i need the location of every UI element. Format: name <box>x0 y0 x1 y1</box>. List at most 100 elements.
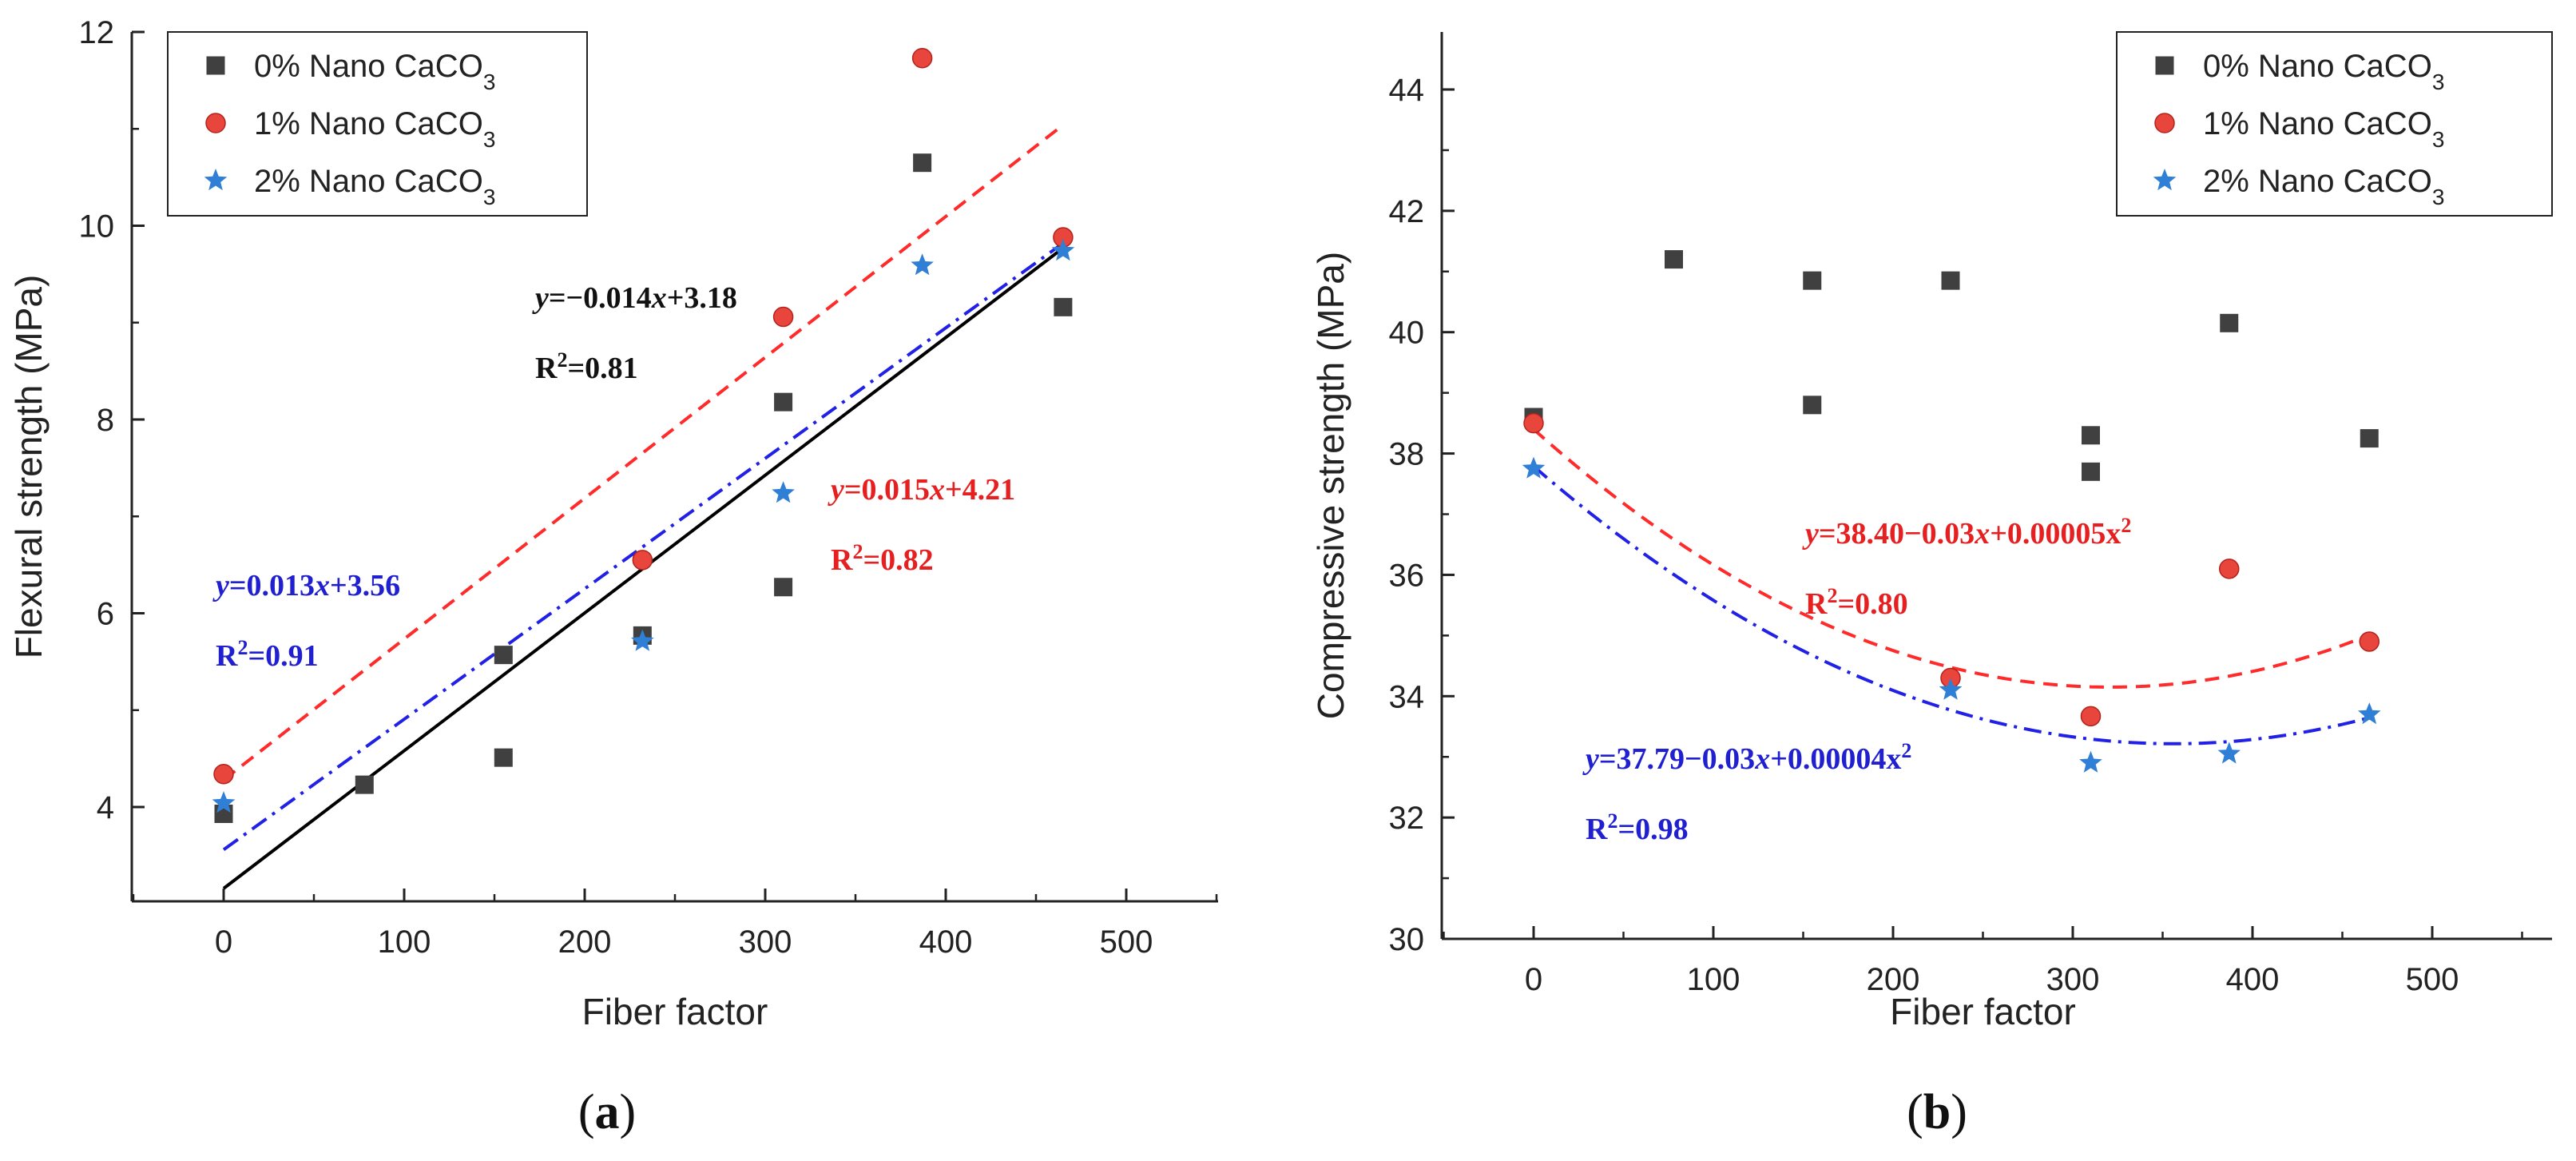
chart-panel-a: 0 100 200 300 400 500 4 6 8 10 12 Fiber factor Flexu… <box>8 15 1218 1139</box>
y-tick-label: 36 <box>1389 558 1425 593</box>
fit-line-0 <box>1532 427 2371 689</box>
legend-label: 2% Nano CaCO3​ <box>254 164 495 209</box>
data-point <box>2082 426 2100 445</box>
data-point <box>1054 297 1073 316</box>
legend-marker <box>204 169 228 191</box>
data-point <box>2358 702 2381 725</box>
chart-panel-b: 0 100 200 300 400 500 30 32 34 36 38 40 42 44 Fiber fa… <box>1310 31 2553 1139</box>
data-point <box>1522 456 1546 479</box>
y-tick-label: 42 <box>1389 194 1425 229</box>
x-tick-label: 0 <box>1525 962 1542 997</box>
y-tick-label: 38 <box>1389 437 1425 472</box>
data-point <box>1941 271 1960 290</box>
legend: 0% Nano CaCO3​ 1% Nano CaCO3​ 2% Nano CaCO… <box>167 31 588 217</box>
x-tick-label: 400 <box>919 924 973 960</box>
series-1 <box>213 47 1074 785</box>
fit-equation-0-line-0: y=38.40−0.03x+0.00005x2​ <box>1802 514 2131 551</box>
y-tick-label: 34 <box>1389 679 1425 714</box>
fit-line-1 <box>222 123 1065 781</box>
data-point <box>2217 742 2241 764</box>
y-tick-label: 4 <box>97 790 114 825</box>
legend-label: 1% Nano CaCO3​ <box>254 106 495 152</box>
data-point <box>772 306 794 328</box>
data-point <box>1803 396 1822 415</box>
x-axis-label: Fiber factor <box>582 991 768 1032</box>
data-point <box>2219 559 2240 579</box>
fit-line-1 <box>1532 464 2370 746</box>
fit-equation-1-line-1: R2​=0.82 <box>831 540 934 578</box>
x-tick-label: 300 <box>739 924 792 960</box>
data-point <box>2082 462 2100 481</box>
fit-equation-1-line-0: y=37.79−0.03x+0.00004x2​ <box>1582 739 1911 777</box>
y-tick-label: 10 <box>79 209 115 245</box>
x-tick-label: 100 <box>378 924 431 960</box>
data-point <box>2360 429 2379 448</box>
fit-equation-0-line-1: R2​=0.80 <box>1805 584 1908 622</box>
y-tick-label: 32 <box>1389 801 1425 836</box>
data-point <box>1803 271 1822 290</box>
series-0 <box>1524 250 2379 481</box>
data-point <box>1051 239 1075 261</box>
fit-equation-2-line-0: y=0.013x+3.56 <box>212 569 400 602</box>
series-0 <box>214 153 1073 823</box>
legend-marker <box>205 113 226 133</box>
fit-equation-2-line-1: R2​=0.91 <box>216 636 319 674</box>
fit-equation-1-line-1: R2​=0.98 <box>1586 809 1689 847</box>
x-axis-label: Fiber factor <box>1890 991 2076 1032</box>
data-point <box>494 646 513 665</box>
legend-label: 1% Nano CaCO3​ <box>2203 106 2444 152</box>
x-tick-label: 300 <box>2046 962 2100 997</box>
series-1 <box>1523 412 2380 727</box>
x-tick-label: 200 <box>1867 962 1920 997</box>
panel-label: (a) <box>578 1085 636 1139</box>
legend-label: 2% Nano CaCO3​ <box>2203 164 2444 209</box>
fit-equation-0-line-0: y=−0.014x+3.18 <box>532 281 737 315</box>
y-tick-label: 6 <box>97 597 114 632</box>
data-point <box>213 764 234 785</box>
x-tick-label: 400 <box>2226 962 2280 997</box>
data-point <box>2359 631 2380 652</box>
y-tick-label: 44 <box>1389 73 1425 108</box>
y-tick-label: 30 <box>1389 922 1425 957</box>
legend-marker <box>2155 56 2174 75</box>
y-axis-label: Compressive strength (MPa) <box>1310 252 1352 719</box>
x-tick-label: 100 <box>1687 962 1740 997</box>
data-point <box>1665 250 1683 269</box>
fit-equation-0-line-1: R2​=0.81 <box>535 348 638 386</box>
fit-equation-1-line-0: y=0.015x+4.21 <box>828 473 1015 507</box>
legend-label: 0% Nano CaCO3​ <box>254 49 495 94</box>
legend-marker <box>2154 113 2175 133</box>
legend-marker <box>206 56 225 75</box>
data-point <box>2080 706 2102 727</box>
data-point <box>911 47 933 69</box>
data-point <box>355 775 374 794</box>
data-point <box>632 550 653 571</box>
data-point <box>772 481 795 503</box>
y-tick-label: 40 <box>1389 316 1425 351</box>
y-tick-label: 8 <box>97 403 114 438</box>
legend: 0% Nano CaCO3​ 1% Nano CaCO3​ 2% Nano CaCO… <box>2116 31 2553 217</box>
data-point <box>494 748 513 767</box>
x-tick-label: 500 <box>2406 962 2459 997</box>
data-point <box>911 253 934 276</box>
data-point <box>2079 750 2102 773</box>
series-2 <box>212 239 1075 813</box>
data-point <box>2220 313 2239 332</box>
legend-box <box>167 31 588 217</box>
x-tick-label: 200 <box>558 924 612 960</box>
legend-label: 0% Nano CaCO3​ <box>2203 49 2444 94</box>
series-2 <box>1522 456 2381 773</box>
data-point <box>774 578 793 597</box>
data-point <box>212 791 236 813</box>
legend-marker <box>2153 169 2177 191</box>
data-point <box>774 392 793 412</box>
x-tick-label: 0 <box>215 924 232 960</box>
data-point <box>1939 678 1963 700</box>
data-point <box>631 629 654 651</box>
y-axis-label: Flexural strength (MPa) <box>8 275 50 659</box>
legend-box <box>2116 31 2553 217</box>
panel-label: (b) <box>1907 1085 1967 1139</box>
fit-line-2 <box>222 241 1065 851</box>
data-point <box>1523 412 1544 434</box>
